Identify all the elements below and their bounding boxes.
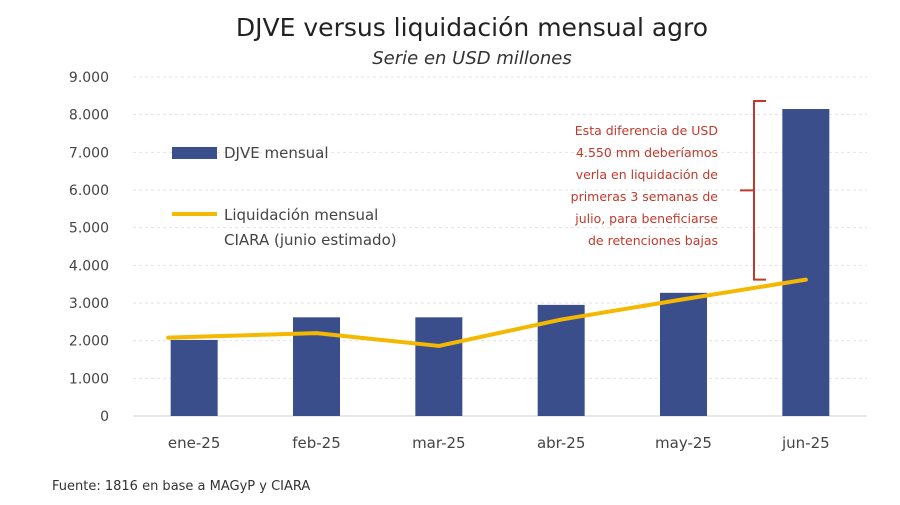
- annotation: Esta diferencia de USD 4.550 mm deberíam…: [571, 100, 766, 281]
- bar-djve-may-25: [660, 292, 707, 416]
- y-tick-label: 2.000: [69, 334, 109, 350]
- source-note: Fuente: 1816 en base a MAGyP y CIARA: [52, 479, 310, 494]
- legend-swatch-djve: [172, 147, 217, 159]
- x-tick-label: ene-25: [168, 434, 220, 452]
- annotation-line-4: primeras 3 semanas de: [571, 189, 719, 204]
- x-tick-label: abr-25: [537, 434, 585, 452]
- x-tick-label: mar-25: [412, 434, 466, 452]
- annotation-bracket: [740, 100, 766, 281]
- bar-series: [170, 109, 830, 417]
- line-series: [166, 277, 808, 348]
- annotation-line-5: julio, para beneficiarse: [574, 211, 718, 226]
- line-liquidacion: [166, 277, 808, 348]
- annotation-line-2: 4.550 mm deberíamos: [576, 145, 718, 160]
- legend-label-djve: DJVE mensual: [224, 144, 329, 162]
- bar-djve-ene-25: [170, 339, 218, 416]
- annotation-line-1: Esta diferencia de USD: [575, 123, 718, 138]
- x-tick-label: may-25: [655, 434, 712, 452]
- chart-subtitle: Serie en USD millones: [372, 48, 572, 69]
- y-tick-label: 0: [100, 409, 109, 425]
- x-axis: ene-25 feb-25 mar-25 abr-25 may-25 jun-25: [168, 434, 830, 452]
- y-tick-label: 4.000: [69, 258, 109, 274]
- y-tick-label: 9.000: [69, 70, 109, 86]
- y-axis: 0 1.000 2.000 3.000 4.000 5.000 6.000 7.000 8.00…: [69, 70, 109, 425]
- x-tick-label: jun-25: [781, 434, 830, 452]
- legend: DJVE mensual Liquidación mensual CIARA (…: [172, 144, 397, 249]
- y-tick-label: 5.000: [69, 221, 109, 237]
- y-tick-label: 7.000: [69, 145, 109, 161]
- y-tick-label: 1.000: [69, 371, 109, 387]
- gridlines: [133, 76, 867, 417]
- legend-label-liquidacion-line1: Liquidación mensual: [224, 206, 378, 224]
- y-tick-label: 8.000: [69, 108, 109, 124]
- y-tick-label: 3.000: [69, 296, 109, 312]
- annotation-line-3: verla en liquidación de: [576, 167, 719, 182]
- legend-label-liquidacion-line2: CIARA (junio estimado): [224, 231, 397, 249]
- x-tick-label: feb-25: [292, 434, 341, 452]
- chart-title: DJVE versus liquidación mensual agro: [236, 13, 708, 42]
- y-tick-label: 6.000: [69, 183, 109, 199]
- bar-djve-jun-25: [782, 109, 830, 417]
- annotation-line-6: de retenciones bajas: [588, 233, 718, 248]
- bar-djve-mar-25: [415, 317, 463, 416]
